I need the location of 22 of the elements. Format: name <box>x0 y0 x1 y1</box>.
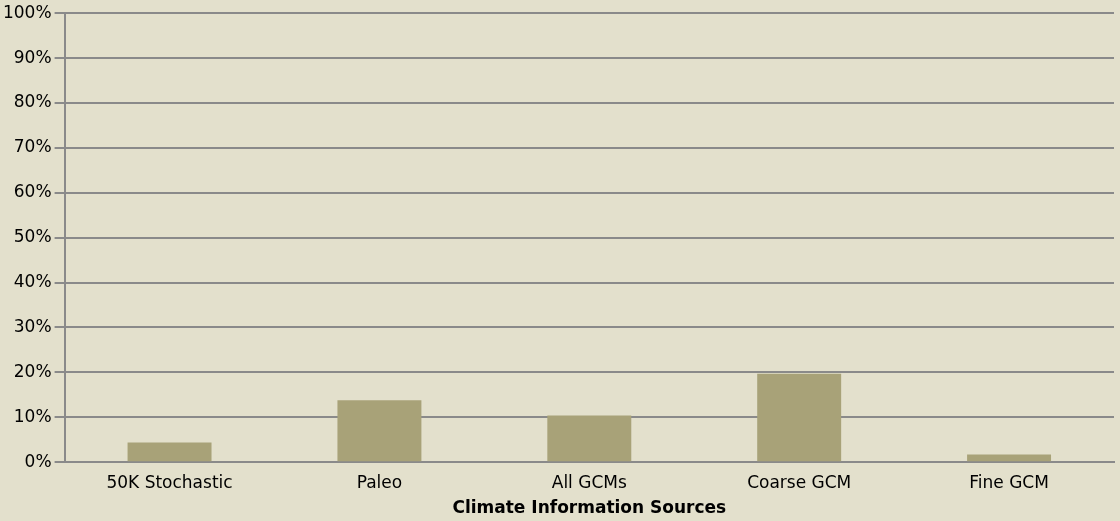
bar <box>757 373 842 462</box>
y-tick-label: 80% <box>13 91 52 112</box>
y-tick-label: 20% <box>13 360 52 381</box>
bar <box>337 400 422 462</box>
bar <box>547 415 632 462</box>
x-axis-title: Climate Information Sources <box>452 497 727 518</box>
y-tick-label: 70% <box>13 136 52 157</box>
y-tick-label: 0% <box>24 450 52 471</box>
bar <box>127 442 212 462</box>
y-tick-label: 90% <box>13 46 52 67</box>
y-tick-label: 50% <box>13 226 52 247</box>
y-tick-label: 40% <box>13 271 52 292</box>
x-tick-label: 50K Stochastic <box>106 471 233 492</box>
y-tick-label: 30% <box>13 315 52 336</box>
y-tick-label: 10% <box>13 405 52 426</box>
y-tick-label: 60% <box>13 181 52 202</box>
x-tick-label: Paleo <box>356 471 403 492</box>
bar <box>967 454 1052 462</box>
y-tick-label: 100% <box>2 1 52 22</box>
x-tick-label: All GCMs <box>551 471 627 492</box>
x-tick-label: Coarse GCM <box>747 471 852 492</box>
x-tick-label: Fine GCM <box>969 471 1049 492</box>
